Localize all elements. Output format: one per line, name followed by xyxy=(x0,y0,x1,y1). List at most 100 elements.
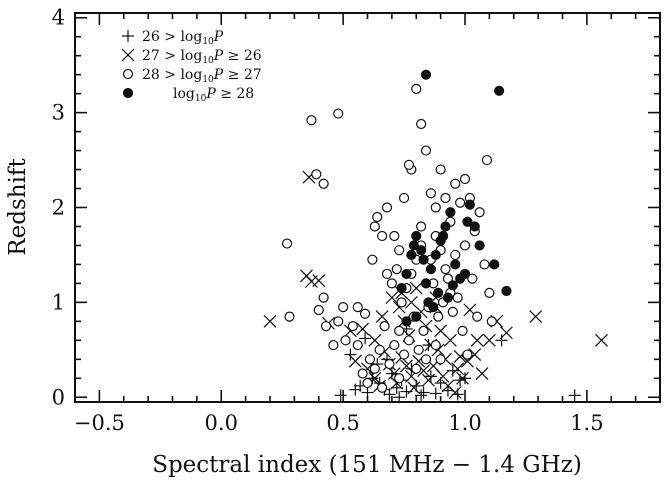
data-point-cross xyxy=(385,291,399,305)
data-point-cross xyxy=(443,333,457,347)
data-point-open-circle xyxy=(420,145,432,156)
data-point-filled-circle xyxy=(442,292,454,303)
data-point-open-circle xyxy=(367,254,378,265)
data-point-plus xyxy=(415,389,428,402)
legend-entry-label: 27 > log10P ≥ 26 xyxy=(142,48,262,66)
data-point-cross xyxy=(451,362,465,376)
data-point-filled-circle xyxy=(447,280,458,291)
x-tick-label: 0.0 xyxy=(205,411,238,435)
data-point-filled-circle xyxy=(406,249,417,261)
data-point-open-circle xyxy=(416,221,427,232)
axis-tick-labels: −0.5 0.0 0.5 1.0 1.5 0 1 2 3 4 xyxy=(52,6,604,435)
legend-marker-cross xyxy=(121,48,135,62)
data-point-open-circle xyxy=(411,83,422,95)
legend-entry-label: 28 > log10P ≥ 27 xyxy=(142,67,262,85)
data-point-filled-circle xyxy=(430,249,441,261)
legend-marker-plus xyxy=(122,30,134,42)
y-tick-label: 1 xyxy=(52,290,65,314)
data-point-plus xyxy=(334,389,347,402)
data-point-plus xyxy=(429,387,442,400)
data-point-filled-circle xyxy=(411,311,422,322)
data-point-open-circle xyxy=(462,349,473,360)
data-point-cross xyxy=(595,333,608,347)
data-point-open-circle xyxy=(452,292,463,303)
data-point-open-circle xyxy=(450,178,461,189)
data-point-open-circle xyxy=(338,302,349,313)
data-point-filled-circle xyxy=(474,240,485,251)
data-point-open-circle xyxy=(391,264,402,275)
y-axis-label: Redshift xyxy=(5,158,31,256)
data-point-cross xyxy=(529,310,543,324)
data-point-plus xyxy=(459,372,471,385)
data-point-filled-circle xyxy=(489,259,500,270)
data-point-open-circle xyxy=(430,339,441,351)
data-point-open-circle xyxy=(369,221,380,232)
data-point-cross xyxy=(263,314,277,328)
data-point-cross xyxy=(407,381,421,395)
data-point-open-circle xyxy=(386,278,397,289)
data-point-cross xyxy=(500,326,513,340)
data-point-open-circle xyxy=(398,192,410,204)
data-point-open-circle xyxy=(340,335,351,346)
data-point-open-circle xyxy=(396,297,407,308)
data-point-cross xyxy=(436,369,450,383)
data-point-open-circle xyxy=(413,344,424,355)
data-point-filled-circle xyxy=(450,259,461,270)
data-point-open-circle xyxy=(486,316,497,327)
data-point-open-circle xyxy=(328,339,339,351)
data-point-filled-circle xyxy=(418,254,429,265)
legend-entry-label: log10P ≥ 28 xyxy=(173,86,254,104)
data-point-plus xyxy=(383,388,396,401)
data-point-filled-circle xyxy=(494,85,505,96)
data-point-filled-circle xyxy=(464,199,475,210)
data-point-open-circle xyxy=(320,320,332,332)
data-point-open-circle xyxy=(381,202,393,213)
data-point-open-circle xyxy=(377,230,388,242)
data-point-open-circle xyxy=(435,164,446,175)
data-point-open-circle xyxy=(311,169,322,180)
data-point-open-circle xyxy=(318,178,329,189)
data-point-open-circle xyxy=(442,273,454,284)
data-point-filled-circle xyxy=(425,264,436,275)
data-point-cross xyxy=(448,386,462,399)
data-point-cross xyxy=(475,367,489,380)
data-point-plus xyxy=(417,386,430,399)
data-point-open-circle xyxy=(357,368,368,379)
data-point-open-circle xyxy=(472,311,483,322)
data-point-open-circle xyxy=(394,325,405,336)
data-point-filled-circle xyxy=(440,221,451,232)
data-point-open-circle xyxy=(398,349,410,360)
data-point-cross xyxy=(482,333,496,347)
data-point-plus xyxy=(361,386,374,399)
data-point-filled-circle xyxy=(462,216,473,227)
data-point-open-circle xyxy=(450,249,461,261)
data-point-open-circle xyxy=(425,188,436,199)
data-point-cross xyxy=(368,333,382,347)
data-point-open-circle xyxy=(384,358,395,370)
data-point-filled-circle xyxy=(501,285,512,297)
data-point-open-circle xyxy=(359,308,371,319)
data-point-open-circle xyxy=(420,354,432,365)
plot-frame xyxy=(74,12,661,403)
legend-marker-filled-circle xyxy=(122,87,134,99)
data-point-open-circle xyxy=(369,363,380,374)
data-point-cross xyxy=(348,354,362,368)
x-tick-label: 1.0 xyxy=(448,411,481,435)
data-point-plus xyxy=(424,370,437,383)
data-point-plus xyxy=(359,332,372,345)
y-tick-label: 4 xyxy=(52,6,65,30)
data-point-open-circle xyxy=(318,292,329,303)
data-point-open-circle xyxy=(364,354,376,365)
data-point-open-circle xyxy=(389,339,400,351)
x-tick-label: 1.5 xyxy=(570,411,603,435)
data-point-open-circle xyxy=(430,202,441,213)
data-point-filled-circle xyxy=(469,221,480,232)
data-point-open-circle xyxy=(372,211,383,223)
data-point-cross xyxy=(375,310,389,324)
data-point-open-circle xyxy=(440,192,451,204)
data-point-open-circle xyxy=(474,207,485,218)
y-tick-label: 2 xyxy=(52,196,65,220)
data-point-open-circle xyxy=(381,268,393,280)
